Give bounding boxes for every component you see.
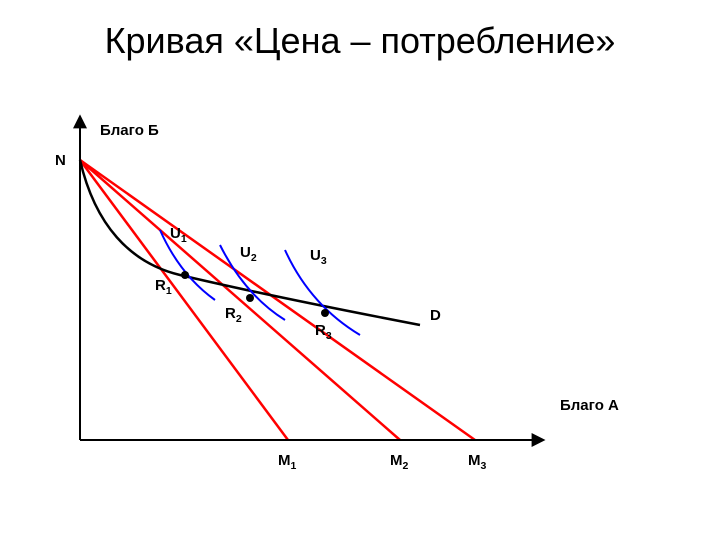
m3-label: M3 bbox=[468, 452, 487, 472]
m2-label: M2 bbox=[390, 452, 409, 472]
u3-label: U3 bbox=[310, 247, 327, 267]
price-consumption-diagram: M1M2M3DU1U2U3R1R2R3Благо АБлаго БN bbox=[0, 0, 720, 540]
r3-label: R3 bbox=[315, 322, 332, 342]
u2-label: U2 bbox=[240, 244, 257, 264]
m1-label: M1 bbox=[278, 452, 297, 472]
r2-label: R2 bbox=[225, 305, 242, 325]
y-axis-label: Благо Б bbox=[100, 122, 159, 139]
n-label: N bbox=[55, 152, 66, 169]
d-label: D bbox=[430, 307, 441, 324]
u1-label: U1 bbox=[170, 225, 187, 245]
x-axis-label: Благо А bbox=[560, 397, 619, 414]
